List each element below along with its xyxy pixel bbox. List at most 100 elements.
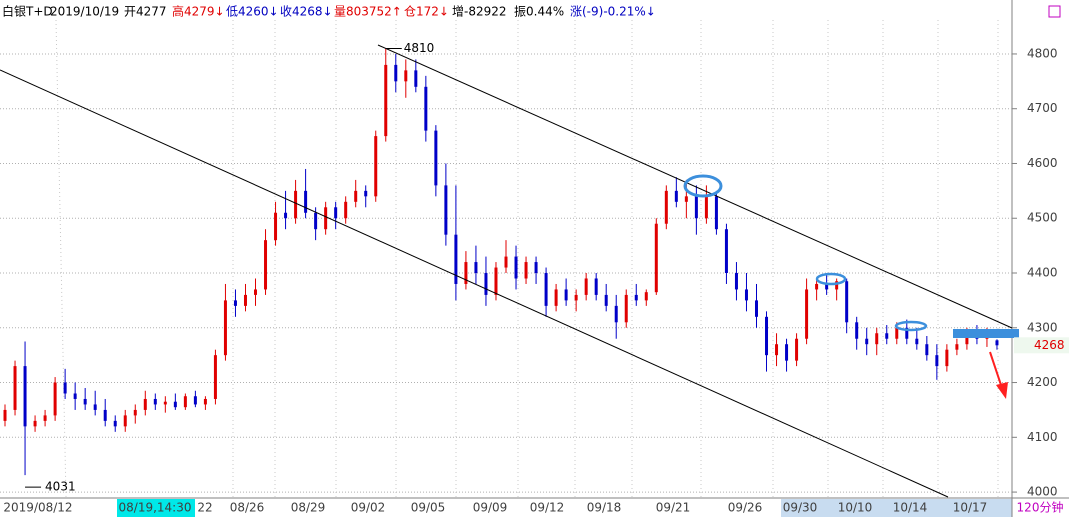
candle-body (73, 393, 77, 399)
low-mark-label: 4031 (45, 480, 76, 494)
candle-body (654, 223, 658, 293)
candle-body (93, 404, 97, 410)
candle-body (514, 256, 518, 279)
y-tick-label: 4700 (1027, 101, 1058, 115)
header-field: 低4260↓ (226, 5, 279, 19)
candle-body (644, 292, 648, 301)
arrow-shaft (989, 351, 1003, 389)
candle-body (254, 289, 258, 295)
candle-body (294, 190, 298, 219)
candle-body (264, 240, 268, 290)
candle-body (153, 398, 157, 405)
candle-body (183, 396, 187, 408)
candle-body (344, 201, 348, 219)
candle-body (314, 212, 318, 230)
candle-body (905, 327, 909, 339)
y-tick-label: 4500 (1027, 211, 1058, 225)
candle-body (274, 212, 278, 241)
window-icon[interactable] (1048, 5, 1061, 18)
candle-body (734, 273, 738, 290)
candle-body (163, 401, 167, 405)
candle-body (434, 130, 438, 186)
range-highlight (781, 499, 1012, 517)
x-tick-label: 09/30 (783, 501, 818, 515)
candle-body (614, 305, 618, 323)
candle-body (935, 355, 939, 367)
candle-body (23, 366, 27, 427)
period-label: 120分钟 (1017, 500, 1064, 515)
candle-body (424, 86, 428, 131)
x-tick-label: 09/02 (351, 501, 386, 515)
high-mark-label: 4810 (404, 41, 435, 55)
x-tick-label: 08/19,14:30 (119, 501, 192, 515)
candle-body (845, 281, 849, 323)
candle-body (374, 136, 378, 197)
y-tick-label: 4300 (1027, 320, 1058, 334)
header-field: 开4277 (124, 5, 167, 19)
candle-body (414, 70, 418, 87)
candle-body (484, 273, 488, 295)
header-field: 白银T+D (2, 4, 53, 19)
candle-body (744, 289, 748, 301)
candle-body (474, 262, 478, 274)
x-tick-label: 08/29 (291, 501, 326, 515)
y-tick-label: 4100 (1027, 430, 1058, 444)
candle-body (965, 333, 969, 345)
candle-body (885, 333, 889, 339)
x-tick-label: 09/18 (587, 501, 622, 515)
candle-body (243, 294, 247, 306)
candle-body (173, 401, 177, 408)
x-tick-label: 09/21 (656, 501, 691, 515)
candle-body (795, 338, 799, 361)
candle-body (494, 267, 498, 295)
candle-body (544, 273, 548, 306)
candle-body (724, 229, 728, 274)
candle-body (63, 382, 67, 394)
header-field: 量803752↑ (334, 5, 402, 19)
candle-body (404, 70, 408, 82)
candle-body (133, 409, 137, 416)
candle-body (865, 338, 869, 345)
last-price-label: 4268 (1034, 338, 1065, 352)
x-tick-label: 10/17 (953, 501, 988, 515)
candle-body (394, 64, 398, 82)
candle-body (694, 196, 698, 219)
candle-body (534, 262, 538, 274)
candle-body (584, 278, 588, 295)
candle-body (765, 316, 769, 356)
candle-body (223, 300, 227, 356)
y-tick-label: 4600 (1027, 156, 1058, 170)
candle-body (193, 396, 197, 405)
candle-body (334, 207, 338, 219)
y-tick-label: 4200 (1027, 375, 1058, 389)
candle-body (674, 190, 678, 202)
x-tick-label: 22 (197, 501, 212, 515)
x-tick-label: 09/09 (473, 501, 508, 515)
candle-body (754, 300, 758, 317)
candle-body (454, 234, 458, 284)
highlight-ellipse (894, 320, 928, 332)
candle-body (945, 349, 949, 367)
candle-body (805, 289, 809, 339)
candle-body (604, 294, 608, 306)
candle-body (13, 366, 17, 410)
highlight-ellipse (683, 174, 723, 198)
candle-body (594, 278, 598, 295)
candle-body (955, 344, 959, 350)
candle-body (554, 289, 558, 306)
candle-body (284, 212, 288, 219)
x-tick-label: 08/26 (230, 501, 265, 515)
candle-body (925, 344, 929, 356)
candle-body (364, 190, 368, 197)
candle-body (664, 190, 668, 224)
arrow-head (996, 382, 1008, 399)
header-field: 仓172↓ (404, 5, 449, 19)
candle-body (855, 322, 859, 339)
candle-body (815, 283, 819, 290)
candle-body (574, 294, 578, 301)
candle-body (233, 300, 237, 306)
x-tick-label: 10/10 (838, 501, 873, 515)
candle-body (53, 382, 57, 416)
x-tick-label: 09/26 (728, 501, 763, 515)
